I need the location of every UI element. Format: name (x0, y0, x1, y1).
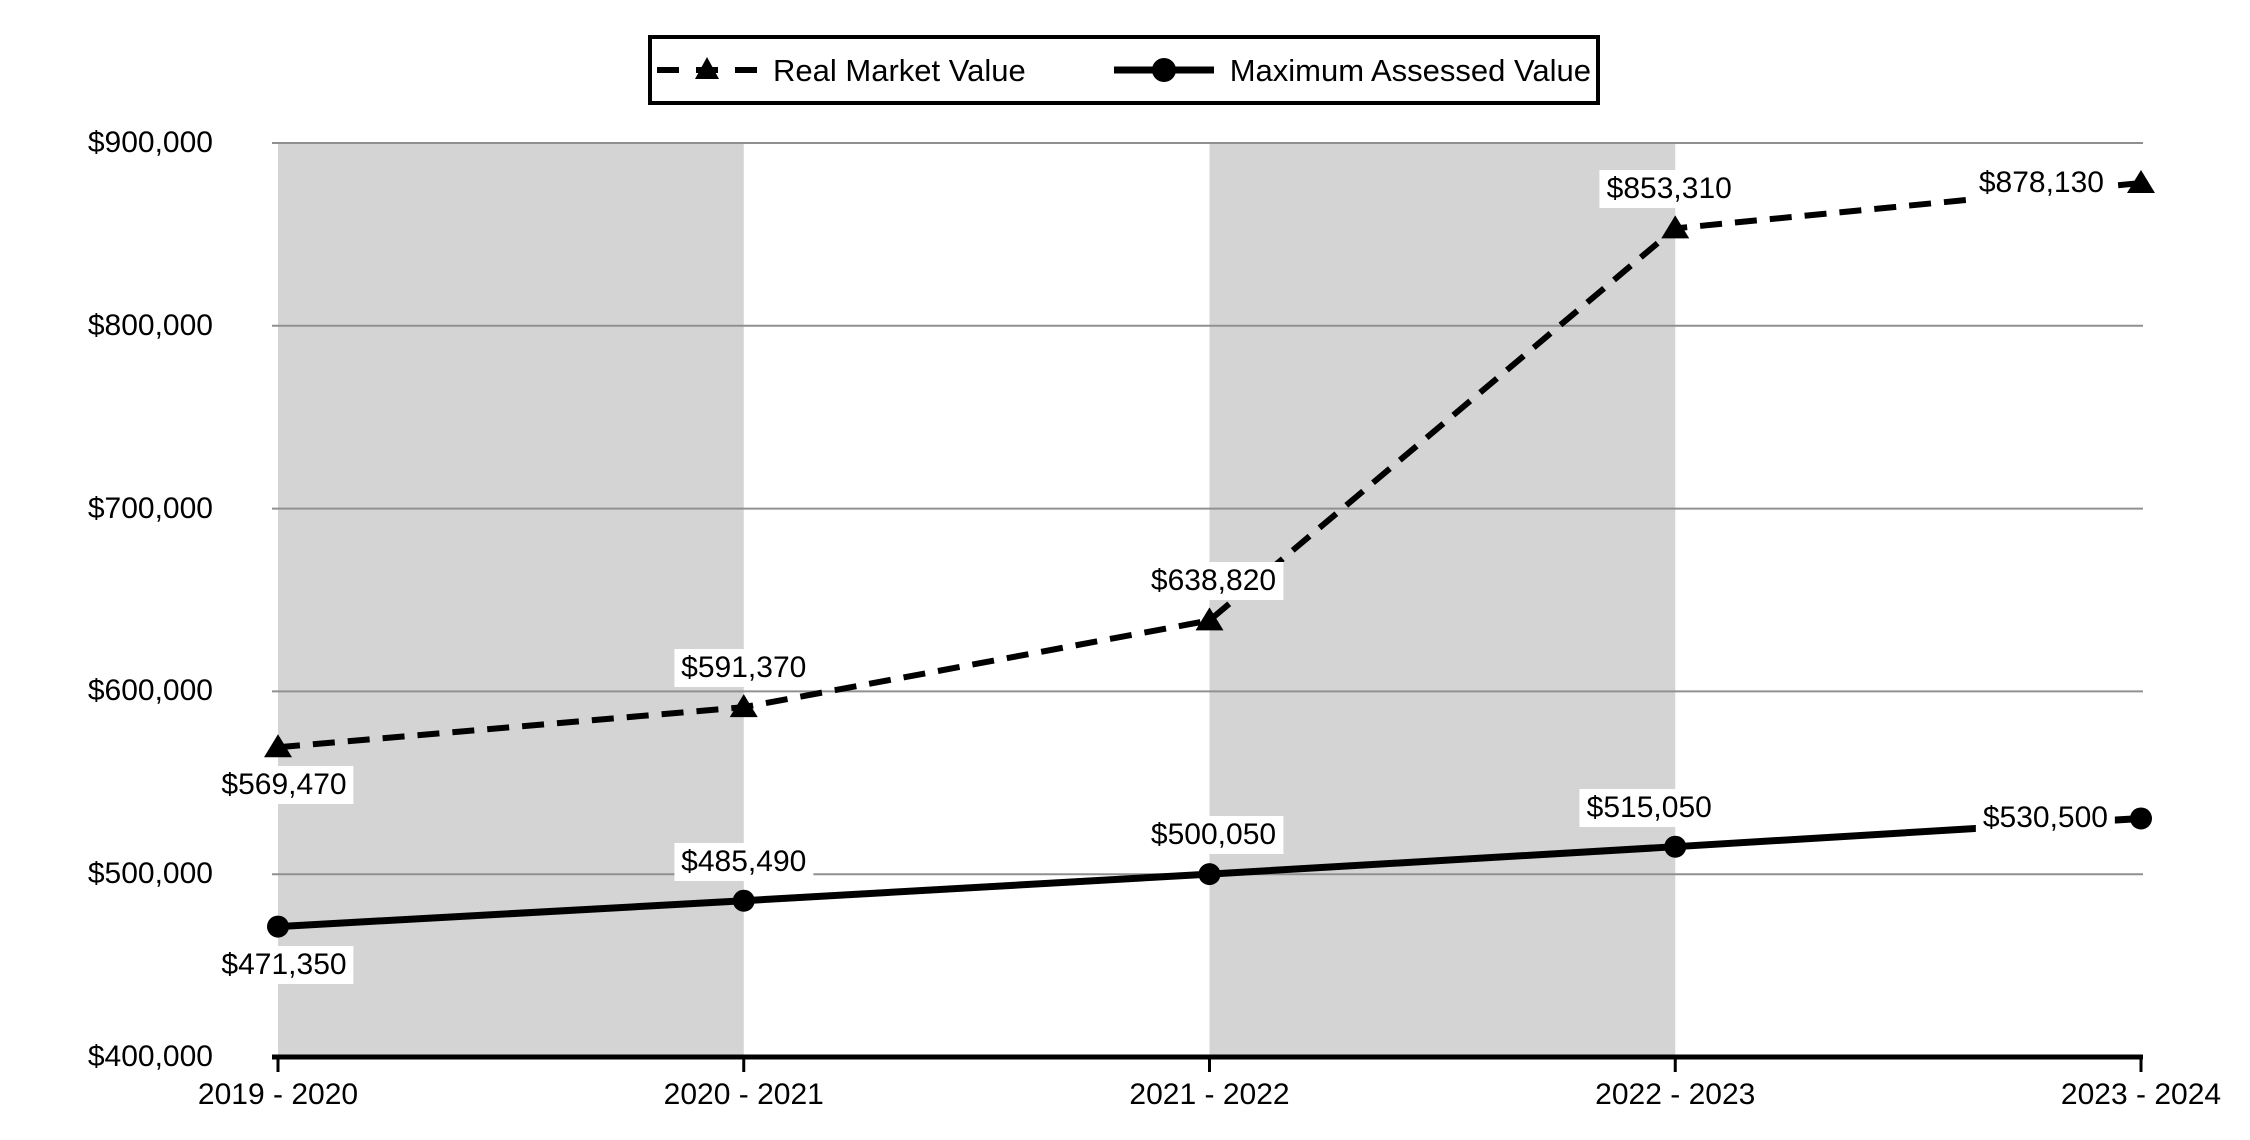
y-axis-tick-label: $700,000 (87, 491, 213, 525)
point-label: $569,470 (214, 766, 354, 805)
x-axis-tick-label: 2022 - 2023 (1595, 1078, 1756, 1111)
y-axis-tick-label: $500,000 (87, 857, 213, 891)
triangle-marker (264, 734, 292, 758)
circle-marker (1198, 863, 1221, 886)
point-label: $515,050 (1579, 788, 1719, 827)
point-label: $853,310 (1599, 170, 1739, 209)
point-label: $638,820 (1143, 562, 1284, 601)
x-axis-tick-label: 2023 - 2024 (2060, 1078, 2222, 1111)
legend-item: Maximum Assessed Value (1113, 52, 1591, 88)
circle-marker (267, 915, 289, 938)
y-axis-tick-label: $900,000 (87, 126, 213, 159)
triangle-marker (2127, 169, 2155, 193)
legend-label: Real Market Value (773, 52, 1026, 88)
point-label: $591,370 (674, 649, 814, 688)
plot-band (278, 144, 744, 1055)
legend: Real Market Value Maximum Assessed Value (648, 35, 1600, 105)
x-axis-tick-label: 2019 - 2020 (197, 1078, 359, 1111)
triangle-marker (729, 694, 758, 718)
x-axis-tick-label: 2021 - 2022 (1129, 1078, 1290, 1111)
x-axis-tick-label: 2020 - 2021 (663, 1078, 824, 1111)
y-axis-tick-label: $800,000 (87, 308, 213, 342)
point-label: $471,350 (214, 945, 354, 984)
y-axis-tick-label: $400,000 (87, 1040, 213, 1073)
circle-marker (732, 889, 755, 912)
point-label: $485,490 (674, 842, 814, 881)
point-label: $530,500 (1975, 799, 2115, 838)
circle-marker (2130, 807, 2152, 830)
legend-item: Real Market Value (657, 52, 1026, 88)
triangle-marker (1195, 607, 1224, 631)
point-label: $878,130 (1971, 163, 2111, 202)
triangle-marker (1661, 215, 1690, 239)
legend-label: Maximum Assessed Value (1229, 52, 1591, 88)
dashed-line-triangle-marker-icon (657, 57, 758, 79)
y-axis-tick-label: $600,000 (87, 674, 213, 708)
circle-marker (1664, 835, 1687, 858)
solid-line-circle-marker-icon (1113, 58, 1214, 82)
point-label: $500,050 (1143, 816, 1284, 855)
